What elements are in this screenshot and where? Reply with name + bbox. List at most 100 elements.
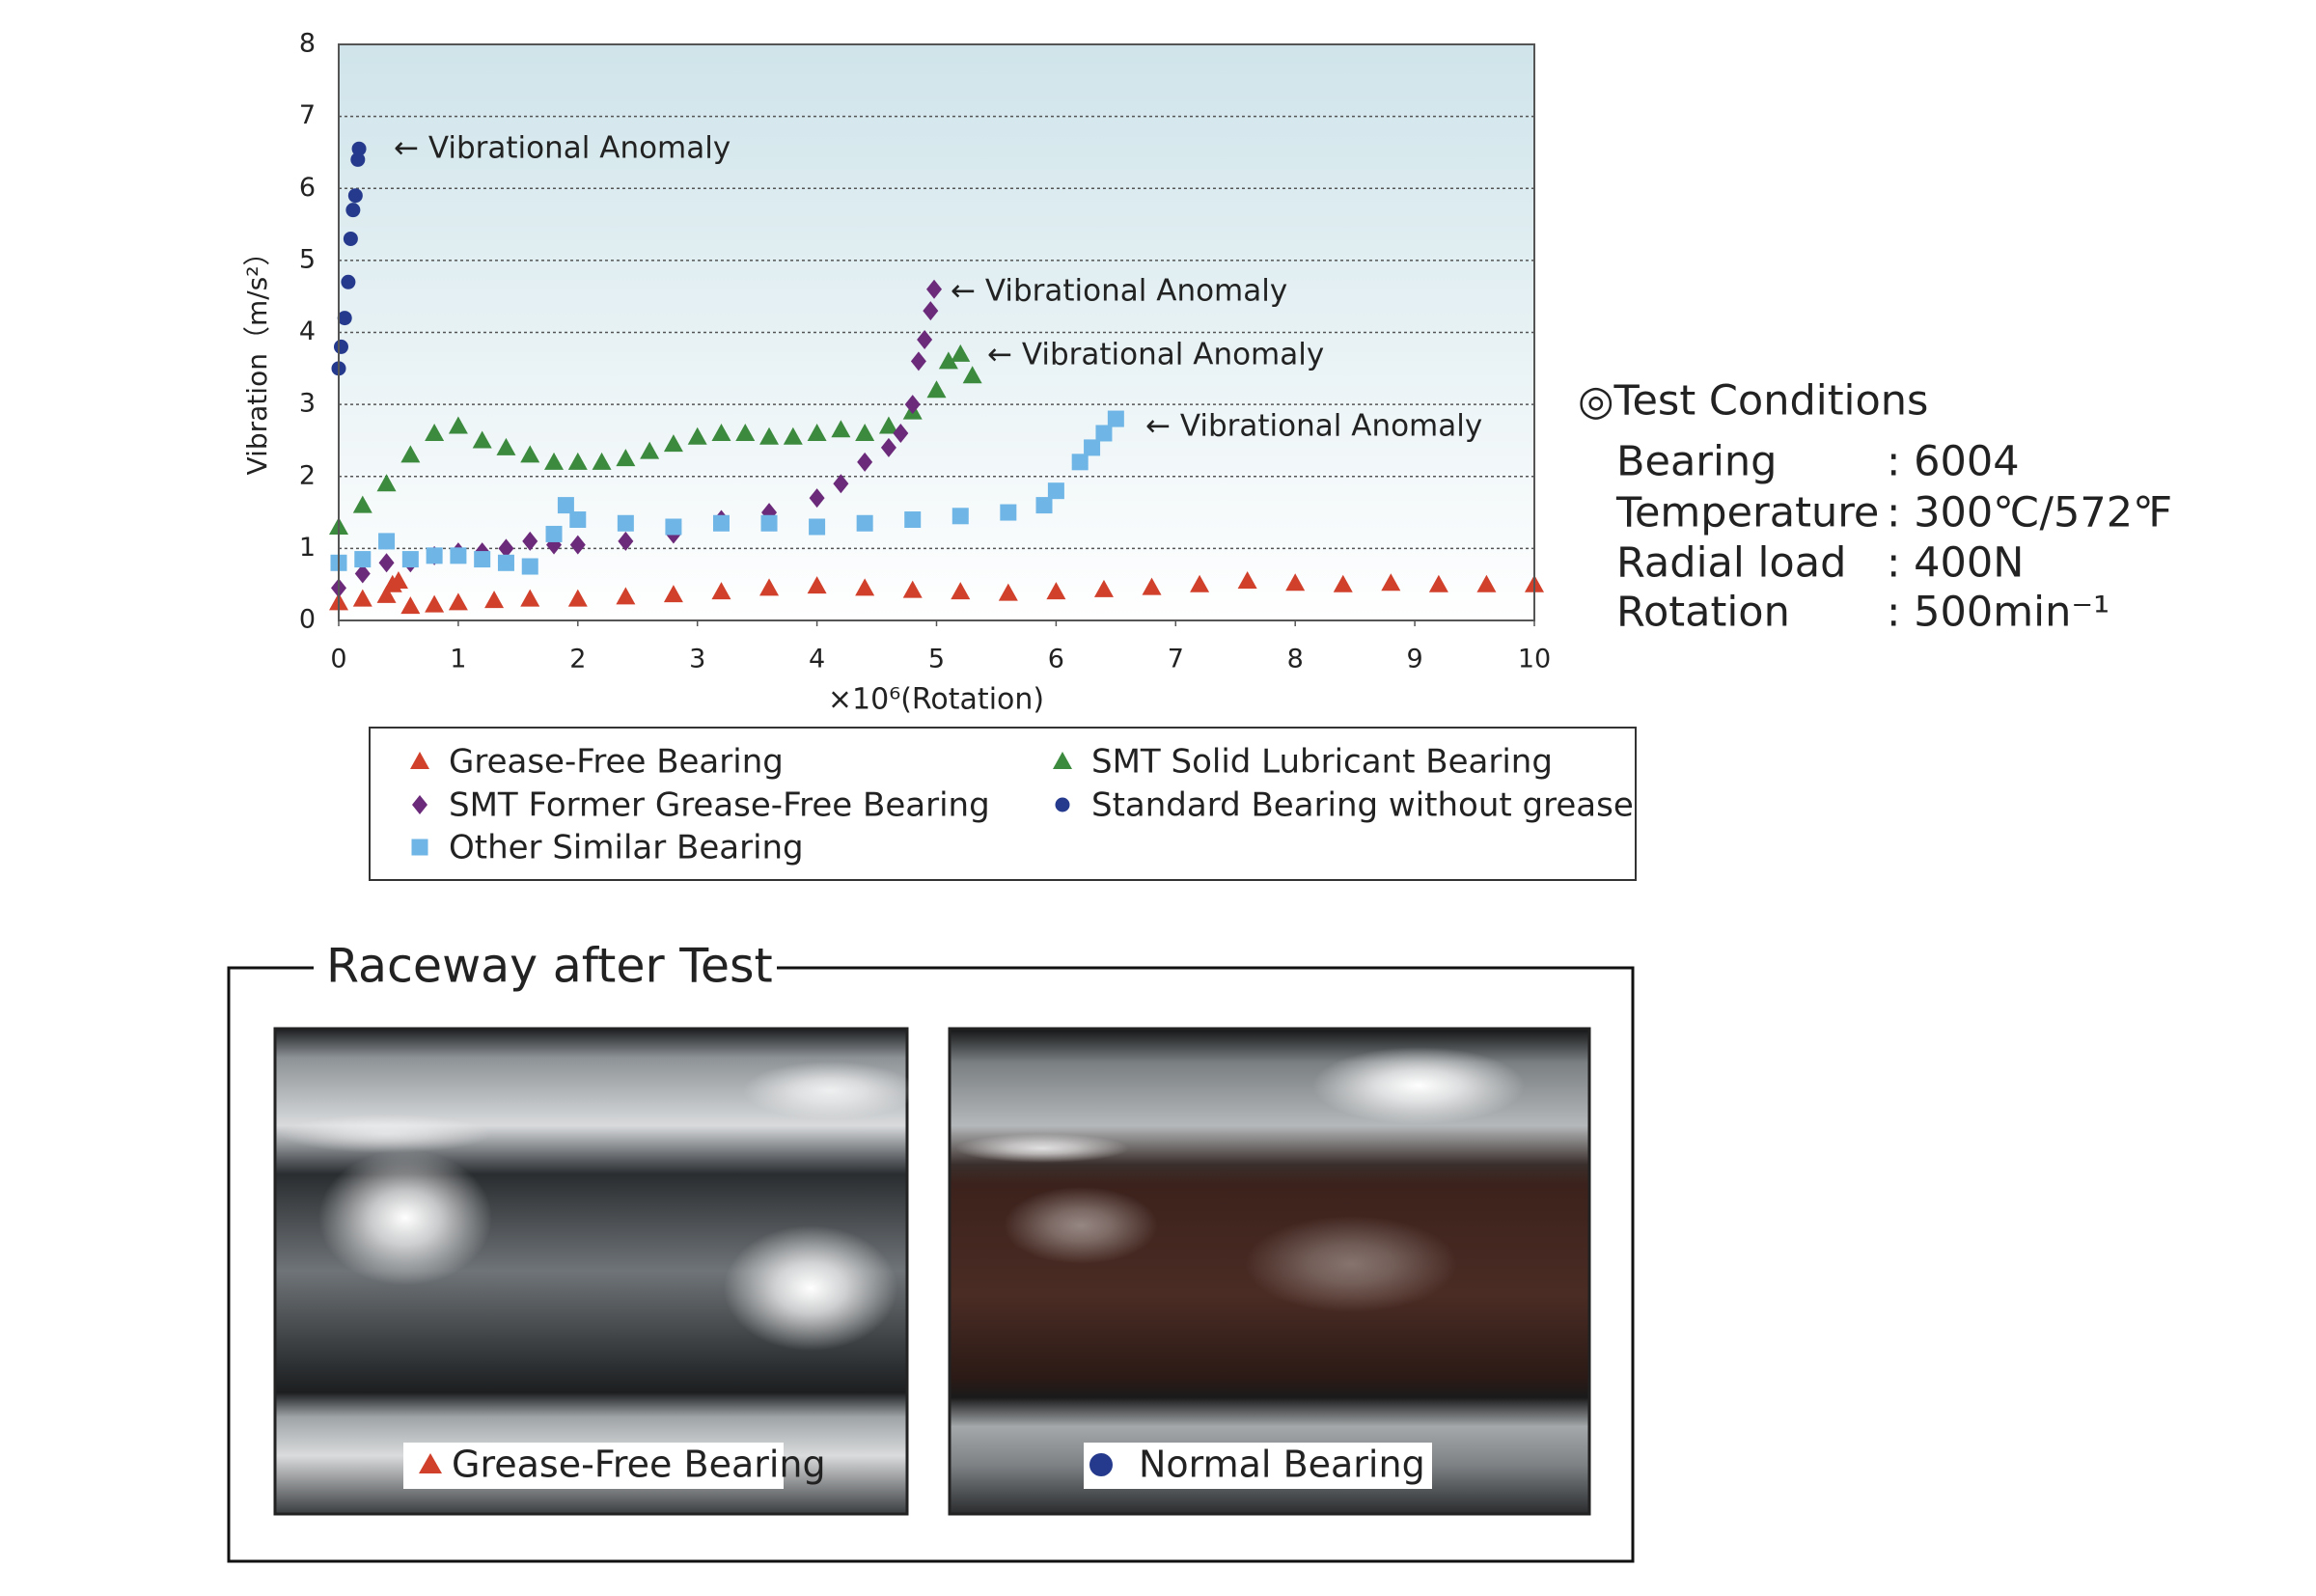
data-point: [1107, 410, 1124, 427]
condition-label: Temperature: [1615, 489, 1879, 537]
data-point: [878, 416, 898, 434]
data-point: [557, 497, 574, 514]
data-point: [807, 423, 827, 441]
legend-label: SMT Solid Lubricant Bearing: [1091, 743, 1553, 782]
legend-label: Grease-Free Bearing: [449, 743, 784, 782]
data-point: [425, 594, 445, 613]
data-point: [904, 511, 922, 529]
data-point: [376, 585, 397, 603]
data-point: [521, 558, 538, 575]
annotation: ← Vibrational Anomaly: [987, 338, 1324, 372]
condition-label: Bearing: [1616, 438, 1777, 486]
x-tick-label: 10: [1518, 645, 1551, 674]
data-point: [376, 474, 397, 492]
y-tick-label: 0: [299, 605, 316, 635]
data-point: [496, 437, 516, 455]
legend: Grease-Free Bearing SMT Solid Lubricant B…: [410, 743, 1634, 867]
glare: [280, 1114, 492, 1153]
legend-label: SMT Former Grease-Free Bearing: [449, 786, 990, 825]
marks: [329, 141, 1544, 615]
raceway-title-bg: [314, 941, 777, 995]
data-point: [904, 395, 921, 415]
data-point: [378, 533, 396, 550]
data-point: [1381, 573, 1401, 592]
glare: [318, 1150, 492, 1285]
x-tick-label: 9: [1407, 645, 1423, 674]
data-point: [1000, 504, 1017, 521]
data-point: [687, 427, 707, 445]
data-point: [663, 585, 683, 603]
y-tick-label: 3: [299, 389, 316, 419]
legend-marker: [411, 839, 428, 856]
data-point: [345, 203, 361, 218]
data-point: [998, 583, 1018, 601]
condition-label: Rotation: [1616, 589, 1790, 637]
data-point: [1046, 582, 1066, 600]
data-point: [1093, 579, 1114, 597]
glare: [955, 1134, 1129, 1163]
data-point: [544, 452, 565, 470]
data-point: [522, 531, 538, 551]
data-point: [1428, 574, 1448, 592]
y-tick-label: 8: [299, 29, 316, 59]
photo-caption: Grease-Free Bearing: [452, 1444, 826, 1486]
data-point: [855, 578, 875, 596]
data-point: [426, 547, 443, 564]
data-point: [343, 231, 358, 246]
legend-marker: [412, 795, 427, 814]
data-point: [337, 311, 352, 326]
legend-box: [369, 727, 1637, 881]
condition-label: Radial load: [1616, 539, 1846, 588]
data-point: [569, 511, 587, 529]
legend-label: Other Similar Bearing: [449, 829, 804, 867]
data-point: [735, 423, 756, 441]
data-point: [783, 427, 803, 445]
data-point: [545, 525, 563, 542]
data-point: [354, 551, 372, 568]
x-tick-label: 0: [330, 645, 346, 674]
glare: [743, 1061, 917, 1119]
data-point: [569, 535, 586, 555]
data-point: [1142, 577, 1162, 595]
data-point: [616, 587, 636, 605]
glare: [1245, 1216, 1457, 1312]
data-point: [1047, 482, 1064, 500]
data-point: [450, 547, 467, 564]
data-point: [378, 553, 395, 573]
x-tick-label: 8: [1287, 645, 1304, 674]
x-tick-label: 5: [928, 645, 945, 674]
data-point: [923, 301, 939, 321]
data-point: [1071, 454, 1089, 471]
plot-frame: [338, 43, 1535, 621]
y-tick-label: 6: [299, 173, 316, 203]
data-point: [917, 329, 933, 349]
data-point: [759, 427, 780, 445]
caption-bg: [403, 1443, 784, 1489]
data-point: [350, 151, 366, 167]
data-point: [926, 380, 947, 399]
data-point: [951, 508, 969, 525]
data-point: [712, 514, 730, 532]
legend-marker: [1055, 797, 1070, 812]
data-point: [400, 445, 421, 463]
data-point: [1237, 570, 1257, 589]
data-point: [333, 339, 348, 354]
condition-value: : 500min⁻¹: [1887, 589, 2109, 637]
data-point: [484, 591, 505, 609]
photo-caption: Normal Bearing: [1139, 1444, 1425, 1486]
x-tick-label: 7: [1168, 645, 1184, 674]
photo-normal: Normal Bearing: [948, 1027, 1591, 1516]
data-point: [1084, 439, 1101, 456]
data-point: [663, 434, 683, 453]
data-point: [567, 452, 588, 470]
data-point: [951, 582, 971, 600]
data-point: [665, 518, 682, 536]
data-point: [352, 589, 372, 607]
x-tick-label: 2: [569, 645, 586, 674]
data-point: [341, 274, 356, 289]
data-point: [902, 580, 923, 598]
data-point: [938, 351, 958, 370]
y-axis-label: Vibration（m/s²）: [241, 239, 273, 476]
data-point: [520, 589, 540, 607]
data-point: [497, 554, 514, 571]
